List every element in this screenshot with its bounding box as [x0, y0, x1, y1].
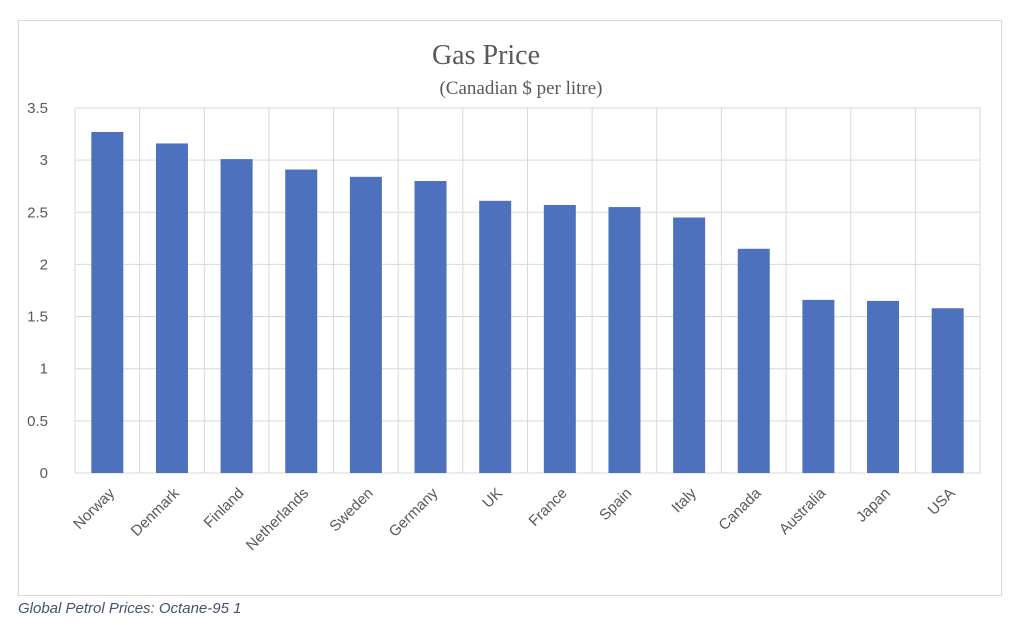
bar-finland	[220, 159, 253, 473]
bars	[91, 131, 964, 474]
x-tick-label-italy: Italy	[668, 484, 700, 516]
y-tick-label: 3	[40, 152, 48, 169]
bar-usa	[931, 308, 964, 473]
bar-germany	[414, 181, 447, 473]
x-tick-label-denmark: Denmark	[128, 484, 183, 539]
x-tick-label-spain: Spain	[596, 485, 635, 524]
bar-canada	[737, 248, 770, 473]
bar-france	[543, 204, 576, 473]
y-tick-label: 3.5	[27, 100, 48, 117]
bar-uk	[479, 200, 512, 474]
x-tick-label-netherlands: Netherlands	[243, 485, 312, 554]
bar-italy	[673, 217, 706, 473]
x-tick-label-canada: Canada	[715, 484, 765, 534]
bar-sweden	[349, 176, 382, 474]
x-tick-label-sweden: Sweden	[326, 485, 376, 535]
y-tick-label: 0	[40, 465, 48, 482]
chart-subtitle: (Canadian $ per litre)	[439, 78, 602, 99]
chart-title: Gas Price	[432, 40, 540, 71]
x-tick-label-germany: Germany	[386, 484, 442, 540]
x-tick-label-australia: Australia	[776, 484, 830, 538]
source-caption: Global Petrol Prices: Octane-95 1	[18, 600, 242, 617]
bar-denmark	[155, 143, 188, 473]
y-tick-label: 2.5	[27, 204, 48, 221]
x-tick-label-uk: UK	[479, 485, 506, 512]
bar-chart: Gas Price (Canadian $ per litre) 0 0.5 1 1.…	[27, 40, 981, 554]
bar-norway	[91, 131, 124, 473]
y-axis-ticks: 0 0.5 1 1.5 2 2.5 3 3.5	[27, 100, 48, 482]
bar-japan	[867, 300, 900, 473]
x-tick-label-finland: Finland	[201, 485, 248, 532]
x-tick-label-france: France	[526, 485, 571, 530]
x-tick-label-norway: Norway	[70, 484, 118, 532]
y-tick-label: 0.5	[27, 413, 48, 430]
x-tick-label-usa: USA	[925, 485, 959, 519]
bar-spain	[608, 207, 641, 474]
gridlines	[74, 107, 981, 474]
bar-australia	[802, 299, 835, 473]
y-tick-label: 1	[40, 361, 48, 378]
y-tick-label: 1.5	[27, 309, 48, 326]
bar-netherlands	[285, 169, 318, 473]
x-tick-label-japan: Japan	[853, 485, 894, 526]
y-tick-label: 2	[40, 256, 48, 273]
